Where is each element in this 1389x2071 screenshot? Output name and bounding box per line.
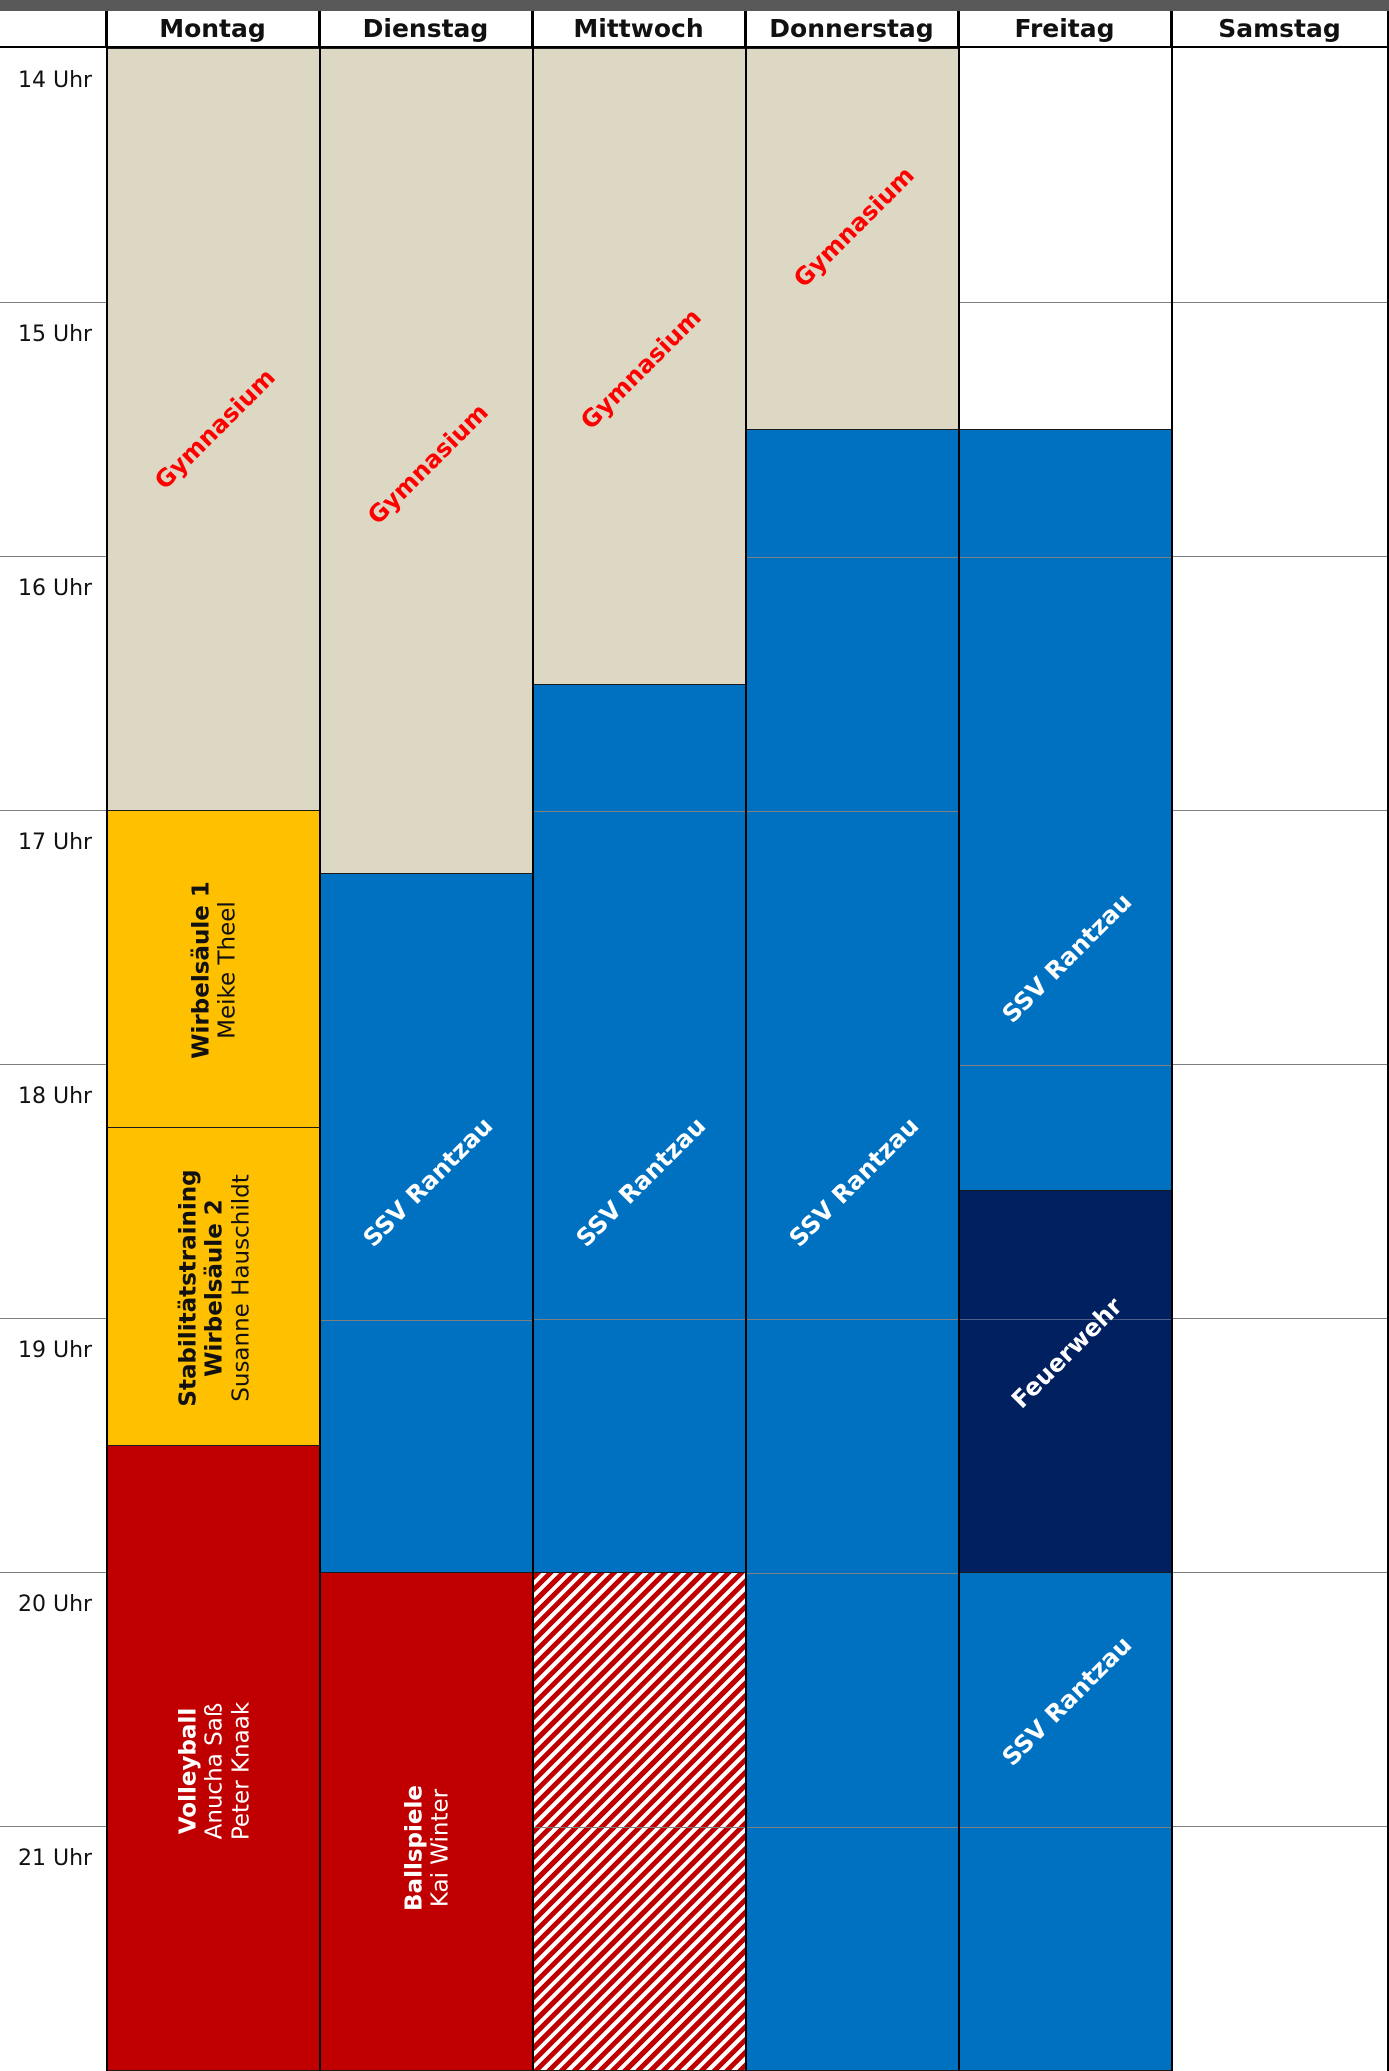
event-title: Wirbelsäule 1 <box>188 881 215 1059</box>
column-divider <box>106 11 108 2071</box>
event-trainer: Anucha Saß <box>201 1702 228 1840</box>
event-block-gymnasium[interactable]: Gymnasium <box>320 48 533 874</box>
event-title: Wirbelsäule 2 <box>201 1199 228 1377</box>
time-label-14: 14 Uhr <box>18 68 93 93</box>
event-trainer: Susanne Hauschildt <box>228 1174 255 1402</box>
event-trainer: Meike Theel <box>215 901 241 1039</box>
event-label: Wirbelsäule 1 Meike Theel <box>189 881 242 1059</box>
event-title: Volleyball <box>175 1707 202 1835</box>
event-block-ssv-rantzau[interactable]: SSV Rantzau <box>746 429 959 2071</box>
column-divider <box>1171 11 1173 2071</box>
hour-gridline <box>747 811 958 812</box>
event-label: Stabilitätstraining Wirbelsäule 2 Susann… <box>175 1169 254 1406</box>
event-block-ballspiele[interactable]: Ballspiele Kai Winter <box>320 1572 533 2071</box>
column-divider <box>319 11 321 2071</box>
event-block-stabilitaetstraining[interactable]: Stabilitätstraining Wirbelsäule 2 Susann… <box>107 1127 320 1446</box>
header-day-mittwoch: Mittwoch <box>533 11 746 48</box>
header-day-montag: Montag <box>107 11 320 48</box>
time-label-18: 18 Uhr <box>18 1084 93 1109</box>
event-label: SSV Rantzau <box>996 887 1138 1029</box>
hour-gridline <box>321 1320 532 1321</box>
header-corner <box>0 11 107 48</box>
event-label: SSV Rantzau <box>996 1630 1138 1772</box>
hour-gridline <box>534 1319 745 1320</box>
header-day-freitag: Freitag <box>959 11 1172 48</box>
event-block-ssv-rantzau[interactable]: SSV Rantzau <box>320 873 533 1573</box>
time-label-16: 16 Uhr <box>18 576 93 601</box>
time-label-17: 17 Uhr <box>18 830 93 855</box>
hour-gridline <box>960 1319 1171 1320</box>
event-title: Ballspiele <box>401 1785 428 1911</box>
hour-gridline <box>534 811 745 812</box>
top-bar <box>0 0 1389 11</box>
event-block-gymnasium[interactable]: Gymnasium <box>533 48 746 685</box>
event-label: Gymnasium <box>575 303 707 435</box>
event-label: Gymnasium <box>788 161 920 293</box>
event-label: Feuerwehr <box>1006 1292 1128 1414</box>
event-block-gymnasium[interactable]: Gymnasium <box>746 48 959 430</box>
event-block-feuerwehr[interactable]: Feuerwehr <box>959 1190 1172 1573</box>
event-label: Gymnasium <box>149 363 281 495</box>
event-block-gymnasium[interactable]: Gymnasium <box>107 48 320 811</box>
event-label: Ballspiele Kai Winter <box>402 1785 455 1911</box>
event-block-ssv-rantzau[interactable]: SSV Rantzau <box>533 684 746 1573</box>
time-label-20: 20 Uhr <box>18 1592 93 1617</box>
header-day-donnerstag: Donnerstag <box>746 11 959 48</box>
event-label: Volleyball Anucha Saß Peter Knaak <box>175 1702 254 1840</box>
column-divider <box>1387 11 1389 2071</box>
hour-gridline <box>747 1573 958 1574</box>
event-title: Stabilitätstraining <box>175 1169 202 1407</box>
hour-gridline <box>960 1065 1171 1066</box>
column-divider <box>745 11 747 2071</box>
time-label-15: 15 Uhr <box>18 322 93 347</box>
hour-gridline <box>960 557 1171 558</box>
event-label: SSV Rantzau <box>570 1111 712 1253</box>
event-trainer: Kai Winter <box>428 1788 454 1908</box>
hour-gridline <box>747 1319 958 1320</box>
event-label: Gymnasium <box>362 398 494 530</box>
event-block-hatched[interactable] <box>533 1572 746 2071</box>
column-divider <box>958 11 960 2071</box>
event-block-wirbelsaeule-1[interactable]: Wirbelsäule 1 Meike Theel <box>107 810 320 1128</box>
hour-gridline <box>747 557 958 558</box>
event-trainer: Peter Knaak <box>228 1701 255 1841</box>
event-block-ssv-rantzau[interactable]: SSV Rantzau <box>959 1572 1172 2071</box>
hour-gridline <box>747 1827 958 1828</box>
event-label: SSV Rantzau <box>783 1111 925 1253</box>
header-day-samstag: Samstag <box>1172 11 1389 48</box>
event-label: SSV Rantzau <box>357 1111 499 1253</box>
event-block-ssv-rantzau[interactable]: SSV Rantzau <box>959 429 1172 1191</box>
hour-gridline <box>960 1827 1171 1828</box>
time-label-19: 19 Uhr <box>18 1338 93 1363</box>
column-divider <box>532 11 534 2071</box>
header-day-dienstag: Dienstag <box>320 11 533 48</box>
event-block-volleyball[interactable]: Volleyball Anucha Saß Peter Knaak <box>107 1445 320 2071</box>
hour-gridline <box>534 1827 745 1828</box>
time-label-21: 21 Uhr <box>18 1846 93 1871</box>
